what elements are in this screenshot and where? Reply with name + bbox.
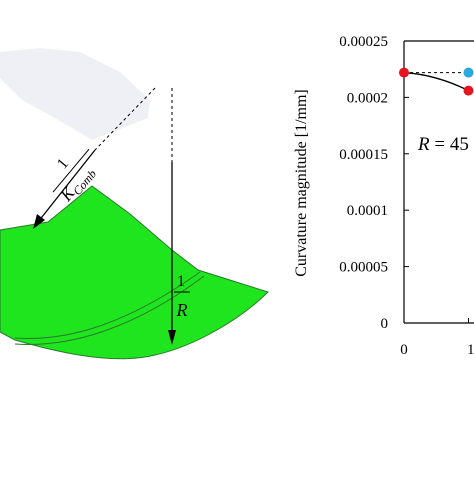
background-shape bbox=[0, 48, 150, 140]
y-tick-label: 0 bbox=[381, 316, 389, 332]
series-solid-curve bbox=[403, 71, 469, 92]
r-denominator: R bbox=[176, 300, 188, 320]
annotation-r: R bbox=[417, 134, 430, 155]
y-axis-ticks: 0.00025 0.0002 0.00015 0.0001 0.00005 0 bbox=[339, 34, 409, 332]
green-surface bbox=[0, 185, 269, 360]
y-tick-label: 0.00025 bbox=[339, 34, 388, 50]
y-tick-label: 0.0002 bbox=[347, 90, 388, 106]
kcomb-dashed-line bbox=[94, 87, 156, 151]
r-fraction-label: 1 R bbox=[174, 273, 190, 320]
kcomb-numerator: 1 bbox=[54, 155, 72, 172]
y-tick-label: 0.00005 bbox=[339, 260, 388, 276]
x-axis-ticks: 0 15 bbox=[400, 318, 474, 358]
red-data-point bbox=[463, 85, 474, 96]
kcomb-arrow bbox=[37, 149, 96, 223]
y-axis-label: Curvature magnitude [1/mm] bbox=[293, 89, 310, 277]
surface-illustration: 1 KComb 1 R bbox=[0, 48, 269, 360]
y-tick-label: 0.0001 bbox=[347, 203, 388, 219]
x-tick-label: 0 bbox=[400, 342, 408, 358]
blue-data-point bbox=[463, 67, 474, 78]
series-layer bbox=[399, 67, 474, 96]
y-tick-label: 0.00015 bbox=[339, 147, 388, 163]
annotation-rest: = 45 bbox=[430, 134, 469, 155]
surface-curve-line bbox=[14, 271, 201, 339]
r-arrowhead bbox=[168, 330, 176, 345]
curvature-chart: Curvature magnitude [1/mm] 0.000250.0002… bbox=[293, 34, 474, 358]
r-numerator: 1 bbox=[177, 273, 185, 290]
kcomb-arrowhead bbox=[33, 214, 45, 229]
x-tick-label: 15 bbox=[467, 342, 474, 358]
kcomb-fraction-bar bbox=[52, 148, 90, 193]
surface-curve-line bbox=[14, 275, 205, 345]
annotation: R = 45 bbox=[417, 134, 469, 155]
red-data-point bbox=[399, 67, 409, 78]
